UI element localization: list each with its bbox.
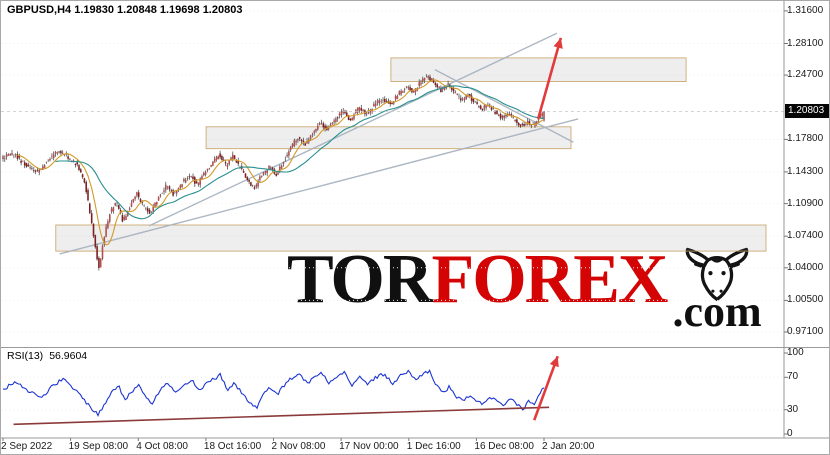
price-axis-label: 1.04000: [787, 261, 824, 273]
watermark: TOR FOREX .com: [287, 241, 762, 336]
trendline-channel-lower: [59, 118, 579, 255]
time-axis-label: 18 Oct 16:00: [203, 441, 262, 452]
time-axis[interactable]: 2 Sep 2022 19 Sep 08:00 4 Oct 08:00 18 Oct …: [1, 441, 829, 454]
time-axis-label: 2 Sep 2022: [1, 441, 53, 452]
price-axis-label: 1.07400: [787, 230, 824, 242]
price-axis-label: 0.97100: [787, 326, 824, 337]
time-axis-label: 16 Dec 08:00: [474, 441, 534, 452]
symbol-ohlc-label: GBPUSD,H4 1.19830 1.20848 1.19698 1.2080…: [7, 4, 243, 16]
forecast-arrow-head: [549, 356, 559, 368]
rsi-line: [2, 369, 545, 418]
price-axis-label: 1.17800: [787, 133, 824, 145]
moving-average-line: [17, 79, 545, 246]
rsi-scale-label: 70: [787, 371, 799, 383]
rsi-indicator-label: RSI(13) 56.9604: [7, 350, 87, 362]
price-axis-label: 1.10900: [787, 197, 824, 209]
rsi-scale[interactable]: 100 70 30 0: [787, 1, 829, 439]
forecast-arrow: [533, 355, 559, 421]
time-axis-label: 1 Dec 16:00: [406, 441, 461, 452]
price-zone-support-zone-low: [55, 224, 767, 252]
trendline-correction-resistance: [434, 68, 574, 143]
moving-average-line: [55, 85, 545, 220]
forecast-arrow-head: [553, 37, 563, 49]
rsi-name: RSI(13): [7, 350, 44, 362]
price-axis-label: 1.24700: [787, 69, 824, 81]
price-axis-label: 1.14300: [787, 165, 824, 177]
price-axis-label: 1.31600: [787, 4, 824, 16]
forecast-arrow: [536, 37, 563, 120]
time-axis-label: 2 Jan 20:00: [542, 441, 595, 452]
watermark-tor: TOR: [287, 241, 433, 318]
rsi-scale-label: 0: [787, 428, 793, 439]
rsi-scale-label: 30: [787, 403, 799, 415]
time-axis-label: 17 Nov 00:00: [339, 441, 399, 452]
price-axis-label: 1.28100: [787, 37, 824, 49]
watermark-forex: FOREX: [431, 241, 668, 318]
bull-head-icon: [685, 247, 749, 301]
rsi-trendline: [13, 406, 550, 426]
watermark-domain-suffix: .com: [672, 287, 762, 336]
price-zone-resistance-zone: [390, 57, 687, 83]
time-axis-label: 2 Nov 08:00: [271, 441, 326, 452]
price-zone-support-zone-mid: [205, 126, 572, 150]
rsi-value: 56.9604: [49, 350, 88, 362]
price-axis-label: 1.00500: [787, 294, 824, 306]
time-axis-label: 4 Oct 08:00: [136, 441, 188, 452]
current-price-badge: 1.20803: [785, 104, 829, 119]
rsi-scale-label: 100: [787, 347, 804, 358]
time-axis-label: 19 Sep 08:00: [68, 441, 129, 452]
trendline-channel-upper: [148, 32, 558, 227]
price-axis[interactable]: 1.31600 1.28100 1.24700 1.17800 1.14300 1.109…: [787, 1, 829, 438]
